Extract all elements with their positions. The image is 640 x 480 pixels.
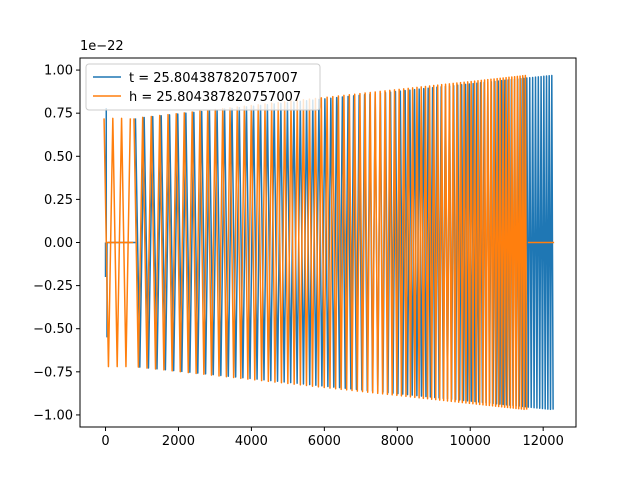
- x-tick-label: 6000: [308, 434, 341, 449]
- x-tick-label: 2000: [162, 434, 195, 449]
- x-tick-label: 10000: [450, 434, 491, 449]
- legend: t = 25.804387820757007 h = 25.80438782075…: [85, 63, 321, 111]
- y-axis: −1.00 −0.75 −0.50 −0.25 0.00 0.25 0.50 0.75 1.00: [33, 64, 80, 423]
- x-tick-label: 4000: [235, 434, 268, 449]
- series-layer: [103, 74, 555, 411]
- y-tick-label: 0.00: [44, 236, 73, 251]
- x-axis: 0 2000 4000 6000 8000 10000 12000: [101, 427, 564, 449]
- legend-label: h = 25.804387820757007: [129, 90, 301, 105]
- y-tick-label: 1.00: [44, 64, 73, 79]
- y-tick-label: −1.00: [33, 408, 73, 423]
- x-tick-label: 8000: [381, 434, 414, 449]
- y-tick-label: −0.25: [33, 279, 73, 294]
- legend-label: t = 25.804387820757007: [129, 71, 298, 86]
- x-tick-label: 0: [101, 434, 109, 449]
- x-tick-label: 12000: [522, 434, 563, 449]
- series-line-1: [103, 74, 555, 411]
- axis-offset-text: 1e−22: [80, 39, 124, 54]
- legend-box: [85, 63, 321, 111]
- y-tick-label: 0.25: [44, 193, 73, 208]
- y-tick-label: −0.75: [33, 365, 73, 380]
- y-tick-label: 0.50: [44, 150, 73, 165]
- y-tick-label: −0.50: [33, 322, 73, 337]
- y-tick-label: 0.75: [44, 107, 73, 122]
